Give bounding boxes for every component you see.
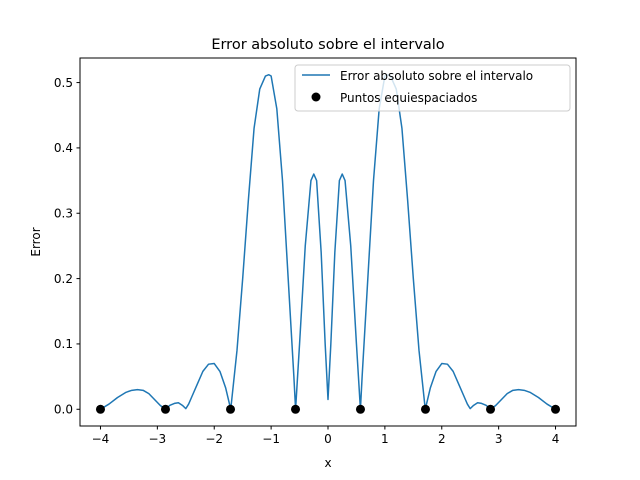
x-tick-label: 1: [381, 432, 389, 446]
scatter-point: [95, 404, 105, 414]
x-tick-label: −2: [205, 432, 223, 446]
legend-label-points: Puntos equiespaciados: [340, 91, 477, 105]
scatter-point: [355, 404, 365, 414]
scatter-point: [486, 404, 496, 414]
x-tick-label: 3: [495, 432, 503, 446]
x-tick-label: 0: [324, 432, 332, 446]
y-tick-label: 0.0: [54, 403, 73, 417]
y-tick-label: 0.3: [54, 207, 73, 221]
scatter-point: [420, 404, 430, 414]
x-tick-label: 4: [552, 432, 560, 446]
x-tick-label: −1: [262, 432, 280, 446]
x-tick-label: −4: [92, 432, 110, 446]
chart-title: Error absoluto sobre el intervalo: [211, 37, 444, 53]
x-axis-label: x: [324, 456, 331, 470]
y-tick-label: 0.5: [54, 76, 73, 90]
legend: Error absoluto sobre el intervalo Puntos…: [294, 64, 571, 112]
legend-label-error: Error absoluto sobre el intervalo: [340, 69, 533, 83]
scatter-point: [551, 404, 561, 414]
error-line: [99, 73, 557, 411]
scatter-point: [160, 404, 170, 414]
x-tick-label: 2: [438, 432, 446, 446]
series-layer: [95, 73, 561, 414]
y-tick-label: 0.2: [54, 272, 73, 286]
ticks-layer: −4 −3 −2 −1 0 1 2 3 4 0.0 0.1 0.2 0.3 0.4 0.5: [54, 76, 559, 446]
x-tick-label: −3: [149, 432, 167, 446]
legend-marker-swatch: [311, 92, 321, 102]
scatter-point: [291, 404, 301, 414]
y-axis-label: Error: [29, 227, 43, 256]
y-tick-label: 0.1: [54, 337, 73, 351]
legend-box: [294, 64, 571, 112]
y-tick-label: 0.4: [54, 141, 73, 155]
plot-frame: [79, 57, 577, 427]
scatter-point: [226, 404, 236, 414]
